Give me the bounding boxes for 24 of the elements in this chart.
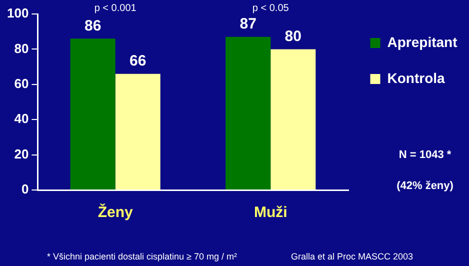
data-label: 86 [84,17,102,34]
bar [226,36,271,190]
text: p < 0.001 [94,2,137,14]
text: p < 0.05 [252,2,290,14]
bar [70,38,116,190]
text: N = 1043 * [398,149,452,162]
data-label: 87 [240,16,256,33]
text: * Všichni pacienti dostali cisplatinu ≥ 70 mg / m² [46,251,238,262]
text: Gralla et al Proc MASCC 2003 [290,251,414,262]
legend-label: Aprepitant [387,34,458,50]
x-tick-label: Muži [254,204,288,222]
bar [115,74,160,190]
x-tick-label: Ženy [98,203,134,222]
legend-label: Kontrola [387,70,446,86]
y-tick-label: 60 [14,76,29,91]
data-label: 80 [284,28,302,45]
bar [270,49,316,190]
data-label: 66 [130,52,146,70]
y-tick-label: 20 [14,146,29,162]
text: (42% ženy) [396,180,454,192]
y-tick-label: 100 [6,6,29,21]
y-tick-label: 40 [14,111,29,126]
y-tick-label: 80 [14,40,29,56]
y-tick-label: 0 [21,182,29,197]
